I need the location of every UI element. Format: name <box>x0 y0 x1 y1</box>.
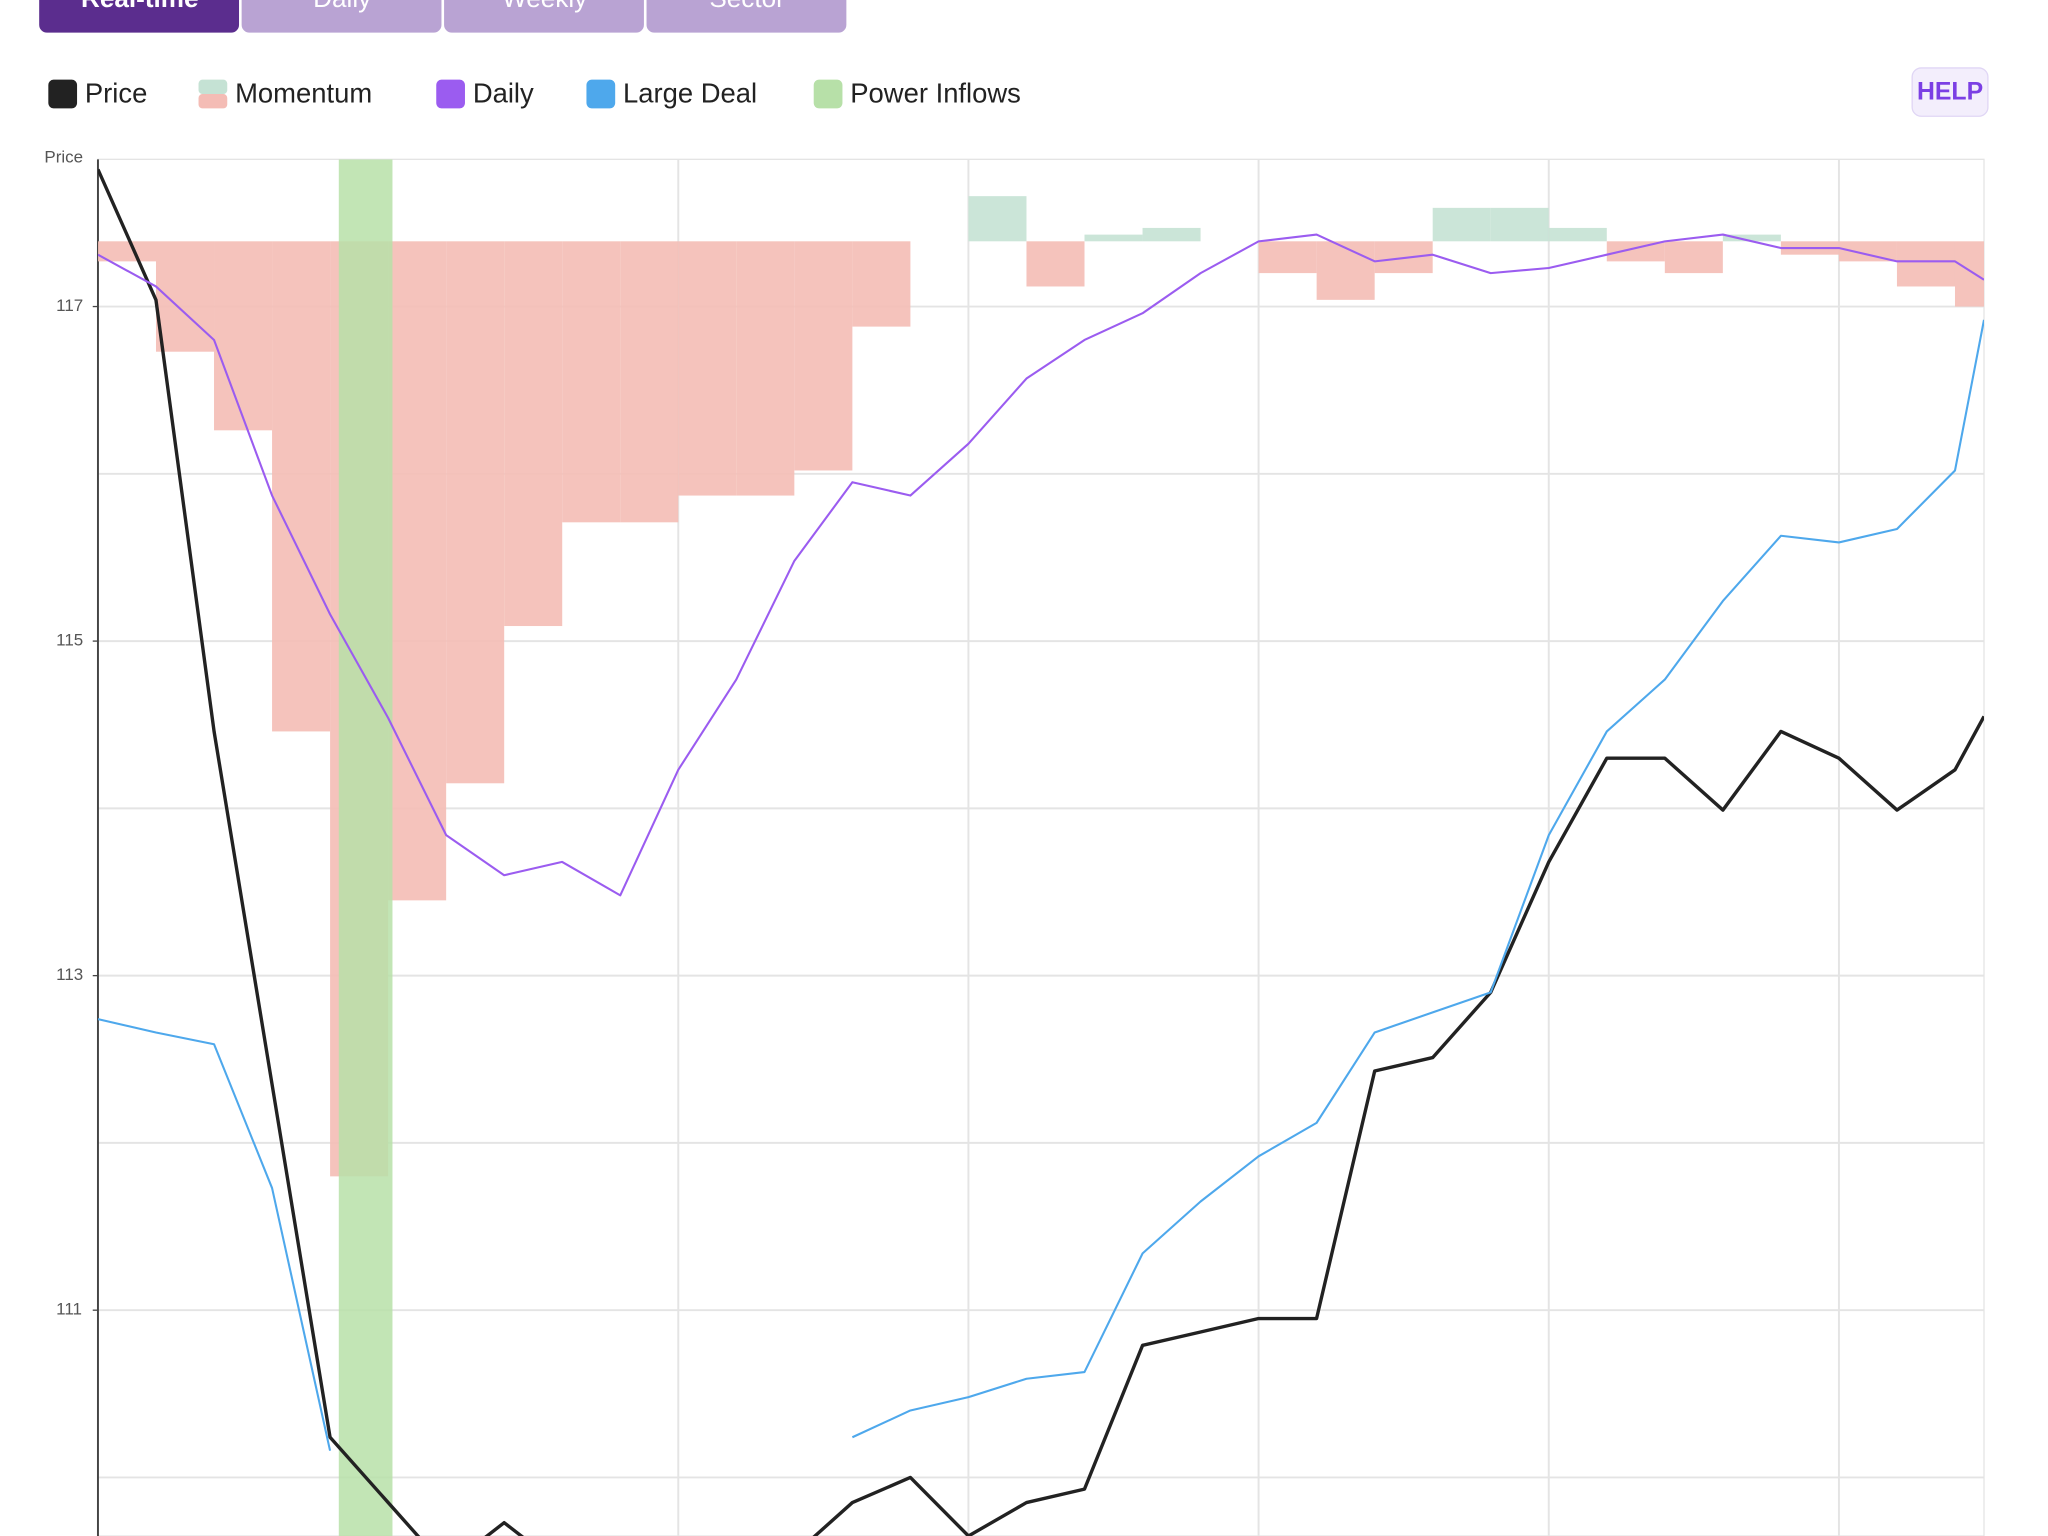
momentum-bar <box>504 241 563 627</box>
momentum-bar <box>562 241 621 523</box>
tab-label[interactable]: Sector <box>709 0 785 13</box>
y-tick-label: 115 <box>56 631 83 650</box>
legend-label[interactable]: Daily <box>473 78 534 109</box>
momentum-bar <box>678 241 737 496</box>
y-tick-label: 113 <box>56 965 83 984</box>
tab-label[interactable]: Real-time <box>81 0 199 13</box>
power-inflow-band <box>338 159 393 1536</box>
momentum-bar <box>446 241 505 784</box>
tab-label[interactable]: Daily <box>313 0 371 13</box>
legend-swatch[interactable] <box>586 79 616 109</box>
momentum-bar <box>155 241 215 352</box>
momentum-bar <box>1490 207 1549 242</box>
momentum-bar <box>1954 241 1984 307</box>
momentum-bar <box>736 241 795 496</box>
momentum-bar <box>1838 241 1897 262</box>
legend-label[interactable]: Power Inflows <box>850 78 1021 109</box>
series-line <box>97 319 1984 1451</box>
momentum-bar <box>1258 241 1317 274</box>
y-tick-label: 117 <box>56 296 83 315</box>
legend-swatch[interactable] <box>198 94 228 109</box>
legend-swatch[interactable] <box>813 79 843 109</box>
legend-label[interactable]: Momentum <box>235 78 372 109</box>
momentum-bar <box>1432 207 1491 242</box>
momentum-bar <box>968 196 1027 242</box>
series-layer <box>97 159 1984 1536</box>
momentum-bar <box>1548 227 1607 242</box>
help-button[interactable]: HELP <box>1911 67 1989 117</box>
tab[interactable] <box>444 0 644 33</box>
momentum-bar <box>1142 227 1201 242</box>
help-button-bg[interactable] <box>1911 67 1989 117</box>
momentum-bar <box>272 241 331 732</box>
y-tick-label: 111 <box>56 1300 82 1319</box>
tab[interactable] <box>39 0 240 33</box>
plot: 111 113 115 117 <box>56 158 1985 1536</box>
momentum-bar <box>794 241 853 471</box>
momentum-bar <box>1316 241 1375 300</box>
tab-label[interactable]: Weekly <box>502 0 587 13</box>
series-line <box>97 168 1984 1536</box>
momentum-bar <box>852 241 911 327</box>
momentum-bar <box>1084 234 1143 242</box>
momentum-bar <box>97 241 156 262</box>
legend-swatch[interactable] <box>48 79 78 109</box>
legend-label[interactable]: Price <box>85 78 147 109</box>
legend-swatch[interactable] <box>436 79 465 109</box>
series-line <box>97 233 1984 897</box>
legend-label[interactable]: Large Deal <box>623 78 757 109</box>
momentum-bar <box>214 241 273 431</box>
help-label[interactable]: HELP <box>1917 78 1983 105</box>
legend-swatch[interactable] <box>198 79 228 95</box>
tab[interactable] <box>241 0 442 33</box>
y-axis-label: Price <box>44 148 83 167</box>
momentum-bar <box>1606 241 1665 262</box>
momentum-bar <box>1722 234 1781 242</box>
tab-bar: Real-time Daily Weekly Sector <box>39 0 847 33</box>
tab[interactable] <box>646 0 847 33</box>
momentum-bar <box>1664 241 1723 274</box>
momentum-bar <box>620 241 679 523</box>
momentum-bar <box>1026 241 1085 287</box>
legend: Price Momentum Daily Large Deal Power Inflow… <box>48 78 1021 109</box>
momentum-bar <box>388 241 447 901</box>
momentum-bar <box>1896 241 1955 287</box>
